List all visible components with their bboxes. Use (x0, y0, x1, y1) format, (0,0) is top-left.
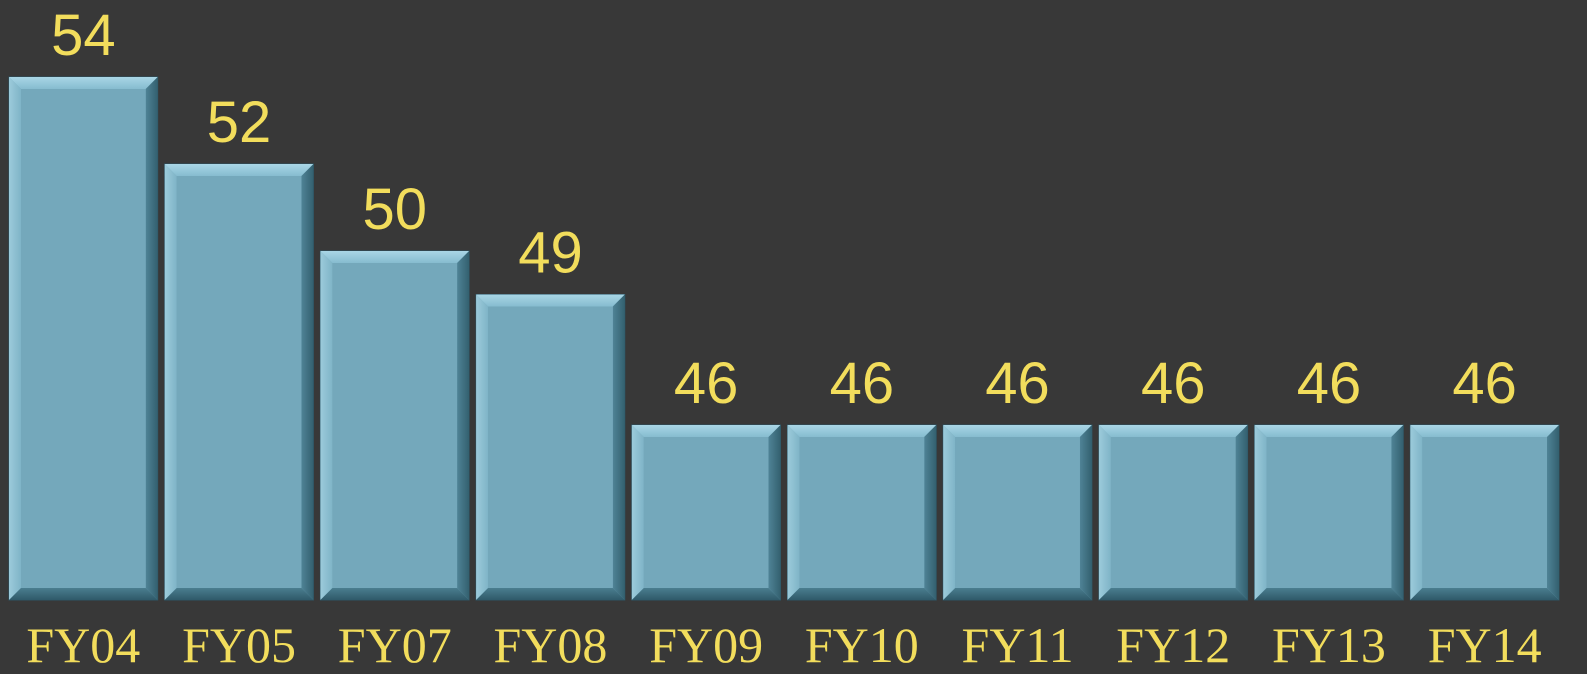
bar-bevel-left (943, 425, 956, 600)
bar-bevel-top (9, 77, 158, 89)
bar (1409, 424, 1560, 601)
bar (631, 424, 781, 601)
data-label: 50 (362, 177, 427, 242)
bar-face (955, 437, 1080, 588)
bar-bevel-top (943, 425, 1092, 437)
bar (475, 294, 626, 601)
bar-face (1266, 437, 1392, 588)
bar-bevel-right (457, 251, 470, 600)
bar-bevel-left (9, 77, 21, 600)
data-label: 46 (1297, 351, 1362, 416)
bar-face (643, 437, 769, 588)
bar-bevel-bottom (787, 588, 937, 600)
bar-bevel-bottom (1410, 588, 1559, 600)
bar (942, 424, 1093, 601)
x-tick-label: FY10 (805, 617, 919, 673)
bar-bevel-bottom (9, 588, 158, 600)
data-label: 46 (1141, 351, 1206, 416)
bar-bevel-left (1098, 425, 1111, 600)
bar-bevel-left (1254, 425, 1267, 600)
bar-face (488, 306, 613, 588)
bar-face (332, 263, 458, 588)
category-labels-group: FY04 FY05 FY07 FY08 FY09 FY10 FY11 FY12 FY13 FY14 (26, 617, 1541, 673)
bar-bevel-bottom (164, 588, 314, 600)
bar-bevel-top (1410, 425, 1559, 437)
x-tick-label: FY07 (338, 617, 452, 673)
x-tick-label: FY05 (182, 617, 296, 673)
x-tick-label: FY11 (962, 617, 1074, 673)
x-tick-label: FY08 (493, 617, 607, 673)
bar-bevel-left (787, 425, 800, 600)
bar (1098, 424, 1249, 601)
bar (1254, 424, 1404, 601)
bar-bevel-top (787, 425, 937, 437)
bar-bevel-right (1547, 425, 1559, 600)
bars-group (8, 76, 1560, 601)
bar-bevel-right (924, 425, 937, 600)
data-label: 49 (518, 221, 583, 286)
bar-bevel-bottom (1098, 588, 1248, 600)
data-label: 46 (985, 351, 1050, 416)
x-tick-label: FY04 (26, 617, 140, 673)
data-label: 46 (674, 351, 739, 416)
bar-bevel-right (1079, 425, 1092, 600)
value-labels-group: 54 52 50 49 46 46 46 46 46 46 (51, 3, 1517, 416)
bar (787, 424, 937, 601)
bar-bevel-bottom (476, 588, 625, 600)
bar-bevel-left (476, 294, 489, 600)
bar-face (1110, 437, 1236, 588)
x-tick-label: FY14 (1428, 617, 1542, 673)
bar (319, 250, 470, 601)
bar-bevel-top (1098, 425, 1248, 437)
x-tick-label: FY09 (649, 617, 763, 673)
bar-bevel-bottom (631, 588, 781, 600)
bar (164, 163, 314, 601)
bar-bevel-right (145, 77, 158, 600)
bar-face (799, 437, 925, 588)
bar-bevel-bottom (943, 588, 1092, 600)
bar-bevel-bottom (320, 588, 470, 600)
data-label: 54 (51, 3, 116, 68)
bar-face (1422, 437, 1547, 588)
bar (8, 76, 159, 601)
bar-bevel-right (612, 294, 625, 600)
bar-bevel-left (631, 425, 644, 600)
bar-bevel-right (1391, 425, 1404, 600)
bar-bevel-right (768, 425, 781, 600)
bar-bevel-left (164, 164, 177, 600)
bar-face (21, 89, 146, 588)
bar-bevel-left (320, 251, 333, 600)
data-label: 46 (830, 351, 895, 416)
data-label: 52 (207, 90, 272, 155)
x-tick-label: FY13 (1272, 617, 1386, 673)
bar-bevel-bottom (1254, 588, 1404, 600)
data-label: 46 (1452, 351, 1517, 416)
bar-bevel-top (476, 294, 625, 307)
bar-face (176, 176, 302, 588)
bar-bevel-right (1235, 425, 1248, 600)
bar-bevel-left (1410, 425, 1423, 600)
bar-bevel-right (301, 164, 314, 600)
bar-bevel-top (164, 164, 314, 176)
x-tick-label: FY12 (1116, 617, 1230, 673)
bar-bevel-top (631, 425, 781, 437)
bar-bevel-top (1254, 425, 1404, 437)
bar-bevel-top (320, 251, 470, 263)
